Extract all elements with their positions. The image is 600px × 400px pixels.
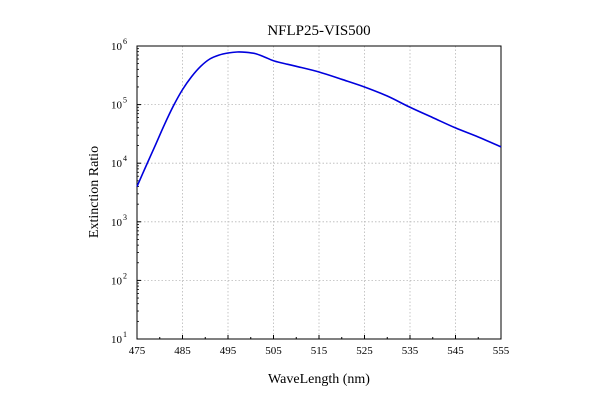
y-tick-exponent: 3 bbox=[123, 213, 127, 222]
x-tick-label: 545 bbox=[447, 345, 464, 357]
y-axis-label: Extinction Ratio bbox=[87, 146, 102, 238]
y-tick-exponent: 1 bbox=[123, 330, 127, 339]
x-tick-label: 505 bbox=[265, 345, 282, 357]
y-tick-exponent: 4 bbox=[123, 154, 127, 163]
y-tick-label: 10 bbox=[111, 334, 123, 346]
x-tick-label: 555 bbox=[493, 345, 510, 357]
x-tick-label: 535 bbox=[402, 345, 419, 357]
y-tick-label: 10 bbox=[111, 275, 123, 287]
chart-title: NFLP25-VIS500 bbox=[267, 23, 370, 39]
y-tick-exponent: 6 bbox=[123, 37, 127, 46]
x-tick-label: 495 bbox=[220, 345, 237, 357]
x-axis-label: WaveLength (nm) bbox=[268, 372, 370, 387]
series-line bbox=[136, 51, 502, 187]
x-tick-label: 525 bbox=[356, 345, 373, 357]
x-tick-label: 515 bbox=[311, 345, 328, 357]
y-tick-label: 10 bbox=[111, 41, 123, 53]
y-tick-exponent: 5 bbox=[123, 96, 127, 105]
y-tick-label: 10 bbox=[111, 100, 123, 112]
grid bbox=[137, 46, 501, 339]
x-tick-label: 485 bbox=[174, 345, 191, 357]
x-tick-label: 475 bbox=[129, 345, 146, 357]
y-tick-label: 10 bbox=[111, 158, 123, 170]
y-tick-label: 10 bbox=[111, 217, 123, 229]
y-tick-exponent: 2 bbox=[123, 271, 127, 280]
